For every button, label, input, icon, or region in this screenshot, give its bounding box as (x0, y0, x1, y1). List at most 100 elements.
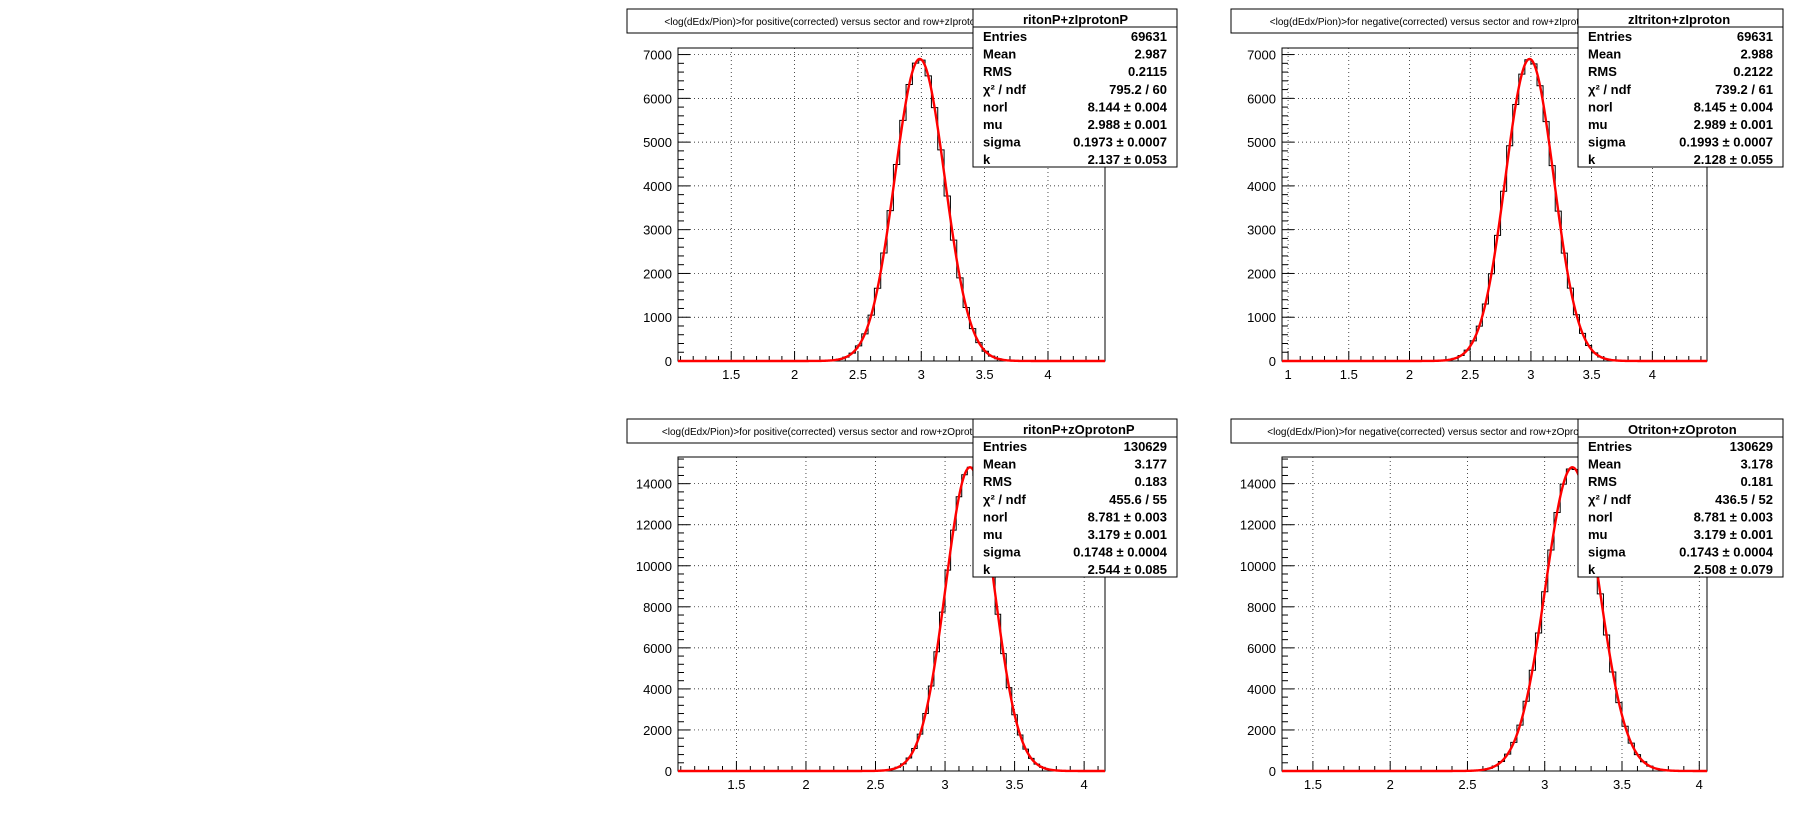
stat-value: 2.987 (1134, 47, 1167, 62)
stat-value: 130629 (1730, 439, 1773, 454)
stat-label: mu (1588, 527, 1608, 542)
x-tick-label: 2.5 (866, 777, 884, 792)
x-tick-label: 2.5 (1461, 367, 1479, 382)
y-tick-label: 12000 (1240, 518, 1276, 533)
y-tick-label: 1000 (643, 310, 672, 325)
y-tick-label: 0 (665, 354, 672, 369)
stat-value: 455.6 / 55 (1109, 492, 1167, 507)
stat-label: mu (1588, 117, 1608, 132)
y-tick-label: 3000 (1247, 223, 1276, 238)
stat-value: 0.1973 ± 0.0007 (1073, 135, 1167, 150)
stat-value: 3.179 ± 0.001 (1088, 527, 1167, 542)
pad-title: <log(dEdx/Pion)>for positive(corrected) … (662, 427, 991, 438)
stat-label: Entries (1588, 29, 1632, 44)
x-tick-label: 3 (918, 367, 925, 382)
stat-label: sigma (1588, 135, 1626, 150)
y-tick-label: 5000 (643, 135, 672, 150)
stat-label: sigma (983, 135, 1021, 150)
y-tick-label: 6000 (643, 91, 672, 106)
stat-value: 130629 (1124, 439, 1167, 454)
stat-label: RMS (1588, 64, 1617, 79)
stat-label: k (1588, 562, 1596, 577)
stat-label: χ² / ndf (1588, 82, 1632, 97)
stat-value: 436.5 / 52 (1715, 492, 1773, 507)
histogram-name: zItriton+zIproton (1628, 12, 1730, 27)
x-tick-label: 1.5 (727, 777, 745, 792)
y-tick-label: 2000 (643, 266, 672, 281)
stats-box (972, 418, 1178, 578)
stat-label: norl (983, 99, 1008, 114)
y-tick-label: 4000 (1247, 179, 1276, 194)
stat-label: norl (1588, 509, 1613, 524)
stat-value: 8.781 ± 0.003 (1088, 509, 1167, 524)
y-tick-label: 2000 (1247, 266, 1276, 281)
stat-label: k (1588, 152, 1596, 167)
y-tick-label: 2000 (643, 723, 672, 738)
chart-pad-4: 0 2000 4000 6000 8000 10000 12000 14000 1.5 2 2.5 3… (1230, 418, 1784, 792)
chart-pad-2: 0 1000 2000 3000 4000 5000 6000 7000 1 1.5 2 2.5 3 3.… (1230, 8, 1784, 382)
y-tick-label: 4000 (643, 682, 672, 697)
stat-label: k (983, 152, 991, 167)
x-tick-label: 3 (1541, 777, 1548, 792)
stat-label: mu (983, 527, 1003, 542)
stat-label: Entries (983, 29, 1027, 44)
stat-value: 2.988 ± 0.001 (1088, 117, 1167, 132)
pad-title: <log(dEdx/Pion)>for negative(corrected) … (1267, 427, 1592, 438)
stat-value: 2.137 ± 0.053 (1088, 152, 1167, 167)
pad-title: <log(dEdx/Pion)>for positive(corrected) … (664, 17, 988, 28)
y-tick-label: 4000 (1247, 682, 1276, 697)
stat-value: 739.2 / 61 (1715, 82, 1773, 97)
stat-label: Mean (983, 457, 1016, 472)
x-tick-label: 1.5 (722, 367, 740, 382)
stat-label: Mean (1588, 457, 1621, 472)
fit-curve (1282, 57, 1707, 363)
stat-label: k (983, 562, 991, 577)
stat-value: 795.2 / 60 (1109, 82, 1167, 97)
stat-label: Mean (1588, 47, 1621, 62)
y-tick-label: 14000 (636, 477, 672, 492)
y-tick-label: 4000 (643, 179, 672, 194)
x-tick-label: 3 (941, 777, 948, 792)
stat-value: 0.2122 (1733, 64, 1773, 79)
y-tick-label: 6000 (1247, 91, 1276, 106)
stat-value: 0.1993 ± 0.0007 (1679, 135, 1773, 150)
x-tick-label: 2 (1387, 777, 1394, 792)
stat-value: 0.1748 ± 0.0004 (1073, 545, 1168, 560)
x-tick-label: 3.5 (1583, 367, 1601, 382)
stat-value: 2.989 ± 0.001 (1694, 117, 1773, 132)
fit-curve (678, 466, 1105, 773)
x-tick-label: 3 (1527, 367, 1534, 382)
x-tick-label: 1.5 (1340, 367, 1358, 382)
fit-curve (678, 57, 1105, 363)
stat-label: Entries (983, 439, 1027, 454)
y-tick-label: 0 (1269, 764, 1276, 779)
chart-pad-1: 0 1000 2000 3000 4000 5000 6000 7000 1.5 2 2.5 3 3.5… (626, 8, 1178, 382)
stat-label: sigma (1588, 545, 1626, 560)
stat-value: 8.145 ± 0.004 (1694, 99, 1774, 114)
x-tick-label: 2 (1406, 367, 1413, 382)
y-tick-label: 7000 (643, 48, 672, 63)
y-tick-label: 0 (1269, 354, 1276, 369)
stat-value: 3.178 (1740, 457, 1773, 472)
y-tick-label: 8000 (643, 600, 672, 615)
histogram-name: ritonP+zOprotonP (1023, 422, 1135, 437)
stat-value: 69631 (1131, 29, 1167, 44)
stat-label: mu (983, 117, 1003, 132)
chart-pad-3: 0 2000 4000 6000 8000 10000 12000 14000 1.5 2 2.5 3… (626, 418, 1178, 792)
x-tick-label: 3.5 (1006, 777, 1024, 792)
stat-value: 2.508 ± 0.079 (1694, 562, 1773, 577)
stat-value: 8.781 ± 0.003 (1694, 509, 1773, 524)
stat-label: Entries (1588, 439, 1632, 454)
stat-value: 0.183 (1134, 474, 1167, 489)
stats-box (1577, 8, 1784, 168)
title-box (1230, 418, 1630, 444)
stats-box (972, 8, 1178, 168)
stat-label: Mean (983, 47, 1016, 62)
histogram-name: ritonP+zIprotonP (1023, 12, 1128, 27)
stat-label: χ² / ndf (983, 492, 1027, 507)
y-tick-label: 10000 (636, 559, 672, 574)
x-tick-label: 1.5 (1304, 777, 1322, 792)
stat-value: 2.128 ± 0.055 (1694, 152, 1773, 167)
stat-value: 69631 (1737, 29, 1773, 44)
y-tick-label: 6000 (1247, 641, 1276, 656)
